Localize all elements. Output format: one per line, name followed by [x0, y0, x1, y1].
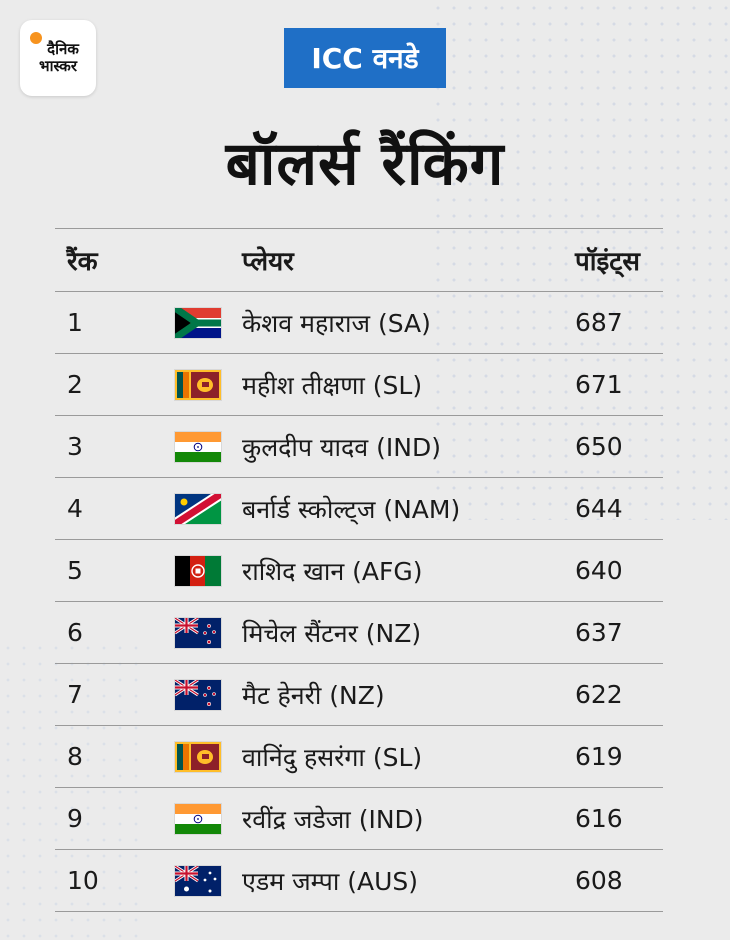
logo-sun-icon: [30, 32, 42, 44]
rank-cell: 4: [67, 494, 83, 523]
player-name-cell: महीश तीक्षणा (SL): [242, 370, 423, 400]
player-name-cell: राशिद खान (AFG): [242, 556, 423, 586]
table-row: 1 केशव महाराज (SA) 687: [55, 292, 663, 354]
header-points: पॉइंट्स: [575, 247, 640, 277]
logo-line-2: भास्कर: [39, 57, 77, 75]
rank-cell: 6: [67, 618, 83, 647]
header-rank: रैंक: [67, 247, 98, 277]
player-name-cell: मिचेल सैंटनर (NZ): [242, 618, 422, 648]
points-cell: 687: [575, 308, 623, 337]
table-row: 9 रवींद्र जडेजा (IND) 616: [55, 788, 663, 850]
dot-pattern-bottom-left: [0, 640, 140, 940]
sri-lanka-flag-icon: [175, 726, 221, 787]
logo-line-1: दैनिक: [47, 40, 79, 58]
table-row: 8 वानिंदु हसरंगा (SL) 619: [55, 726, 663, 788]
points-cell: 619: [575, 742, 623, 771]
table-row: 7 मैट हेनरी (NZ) 622: [55, 664, 663, 726]
table-row: 2 महीश तीक्षणा (SL) 671: [55, 354, 663, 416]
table-row: 6 मिचेल सैंटनर (NZ) 637: [55, 602, 663, 664]
australia-flag-icon: [175, 850, 221, 911]
south-africa-flag-icon: [175, 292, 221, 353]
india-flag-icon: [175, 416, 221, 477]
rank-cell: 3: [67, 432, 83, 461]
rank-cell: 5: [67, 556, 83, 585]
india-flag-icon: [175, 788, 221, 849]
points-cell: 637: [575, 618, 623, 647]
new-zealand-flag-icon: [175, 602, 221, 663]
points-cell: 650: [575, 432, 623, 461]
rank-cell: 10: [67, 866, 99, 895]
table-row: 3 कुलदीप यादव (IND) 650: [55, 416, 663, 478]
rank-cell: 1: [67, 308, 83, 337]
player-name-cell: बर्नार्ड स्कोल्ट्ज (NAM): [242, 494, 461, 524]
player-name-cell: रवींद्र जडेजा (IND): [242, 804, 424, 834]
points-cell: 640: [575, 556, 623, 585]
header-player: प्लेयर: [242, 247, 294, 277]
category-badge: ICC वनडे: [284, 28, 446, 88]
table-header: रैंक प्लेयर पॉइंट्स: [55, 229, 663, 292]
rank-cell: 9: [67, 804, 83, 833]
player-name-cell: कुलदीप यादव (IND): [242, 432, 441, 462]
player-name-cell: वानिंदु हसरंगा (SL): [242, 742, 423, 772]
dot-pattern-top-right: [430, 0, 730, 520]
rank-cell: 2: [67, 370, 83, 399]
points-cell: 644: [575, 494, 623, 523]
table-row: 4 बर्नार्ड स्कोल्ट्ज (NAM) 644: [55, 478, 663, 540]
sri-lanka-flag-icon: [175, 354, 221, 415]
points-cell: 671: [575, 370, 623, 399]
new-zealand-flag-icon: [175, 664, 221, 725]
points-cell: 616: [575, 804, 623, 833]
dainik-bhaskar-logo: दैनिक भास्कर: [20, 20, 96, 96]
player-name-cell: केशव महाराज (SA): [242, 308, 431, 338]
rank-cell: 8: [67, 742, 83, 771]
points-cell: 608: [575, 866, 623, 895]
rank-cell: 7: [67, 680, 83, 709]
table-body: 1 केशव महाराज (SA) 687 2 महीश तीक्षणा (SL) 67…: [55, 292, 663, 912]
player-name-cell: एडम जम्पा (AUS): [242, 866, 419, 896]
table-row: 5 राशिद खान (AFG) 640: [55, 540, 663, 602]
afghanistan-flag-icon: [175, 540, 221, 601]
points-cell: 622: [575, 680, 623, 709]
page-title: बॉलर्स रैंकिंग: [225, 129, 505, 199]
table-row: 10 एडम जम्पा (AUS) 608: [55, 850, 663, 912]
namibia-flag-icon: [175, 478, 221, 539]
player-name-cell: मैट हेनरी (NZ): [242, 680, 385, 710]
rankings-table: रैंक प्लेयर पॉइंट्स 1 केशव महाराज (SA) 687…: [55, 228, 663, 912]
